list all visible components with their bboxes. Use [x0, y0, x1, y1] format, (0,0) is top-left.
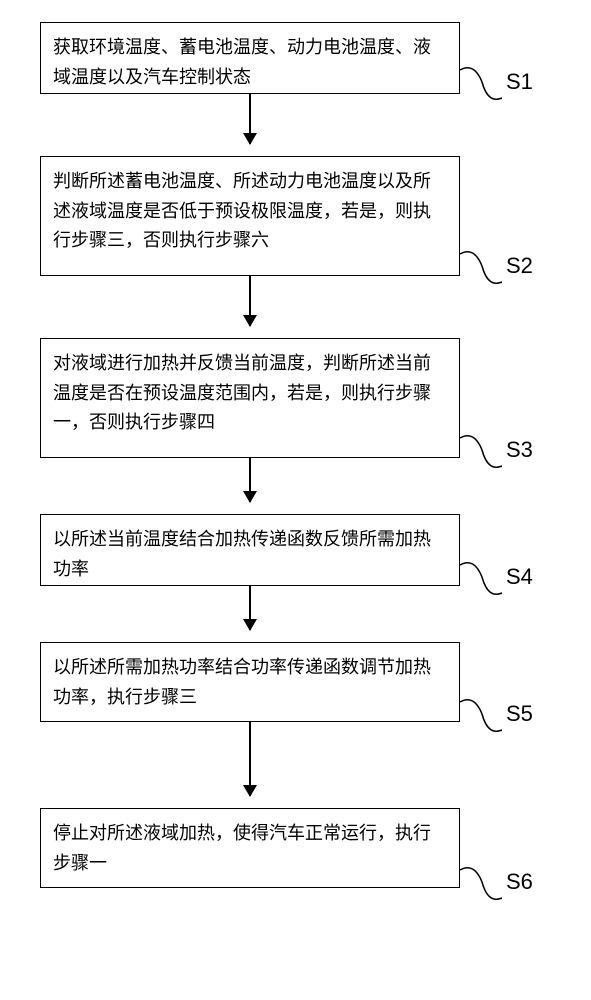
callout-curve-icon — [460, 62, 502, 102]
step-text-s1: 获取环境温度、蓄电池温度、动力电池温度、液域温度以及汽车控制状态 — [53, 33, 447, 92]
step-box-s3: 对液域进行加热并反馈当前温度，判断所述当前温度是否在预设温度范围内，若是，则执行… — [40, 338, 460, 458]
label-wrap-s2: S2 — [460, 246, 533, 286]
step-box-s4: 以所述当前温度结合加热传递函数反馈所需加热功率 — [40, 514, 460, 586]
label-wrap-s3: S3 — [460, 430, 533, 470]
label-wrap-s5: S5 — [460, 694, 533, 734]
arrow-s3-s4 — [40, 458, 460, 514]
step-label-s5: S5 — [506, 701, 533, 727]
step-label-s1: S1 — [506, 69, 533, 95]
arrow-s1-s2 — [40, 94, 460, 156]
callout-curve-icon — [460, 430, 502, 470]
label-wrap-s4: S4 — [460, 557, 533, 597]
step-box-s2: 判断所述蓄电池温度、所述动力电池温度以及所述液域温度是否低于预设极限温度，若是，… — [40, 156, 460, 276]
step-text-s2: 判断所述蓄电池温度、所述动力电池温度以及所述液域温度是否低于预设极限温度，若是，… — [53, 167, 447, 256]
step-label-s6: S6 — [506, 869, 533, 895]
callout-curve-icon — [460, 246, 502, 286]
step-text-s6: 停止对所述液域加热，使得汽车正常运行，执行步骤一 — [53, 819, 447, 878]
step-label-s2: S2 — [506, 253, 533, 279]
label-wrap-s1: S1 — [460, 62, 533, 102]
callout-curve-icon — [460, 694, 502, 734]
callout-curve-icon — [460, 557, 502, 597]
step-text-s3: 对液域进行加热并反馈当前温度，判断所述当前温度是否在预设温度范围内，若是，则执行… — [53, 349, 447, 438]
arrow-s2-s3 — [40, 276, 460, 338]
step-text-s4: 以所述当前温度结合加热传递函数反馈所需加热功率 — [53, 525, 447, 584]
step-box-s1: 获取环境温度、蓄电池温度、动力电池温度、液域温度以及汽车控制状态 — [40, 22, 460, 94]
arrow-s4-s5 — [40, 586, 460, 642]
label-wrap-s6: S6 — [460, 862, 533, 902]
callout-curve-icon — [460, 862, 502, 902]
step-label-s3: S3 — [506, 437, 533, 463]
step-box-s6: 停止对所述液域加热，使得汽车正常运行，执行步骤一 — [40, 808, 460, 888]
step-label-s4: S4 — [506, 564, 533, 590]
step-box-s5: 以所述所需加热功率结合功率传递函数调节加热功率，执行步骤三 — [40, 642, 460, 722]
arrow-s5-s6 — [40, 722, 460, 808]
step-text-s5: 以所述所需加热功率结合功率传递函数调节加热功率，执行步骤三 — [53, 653, 447, 712]
